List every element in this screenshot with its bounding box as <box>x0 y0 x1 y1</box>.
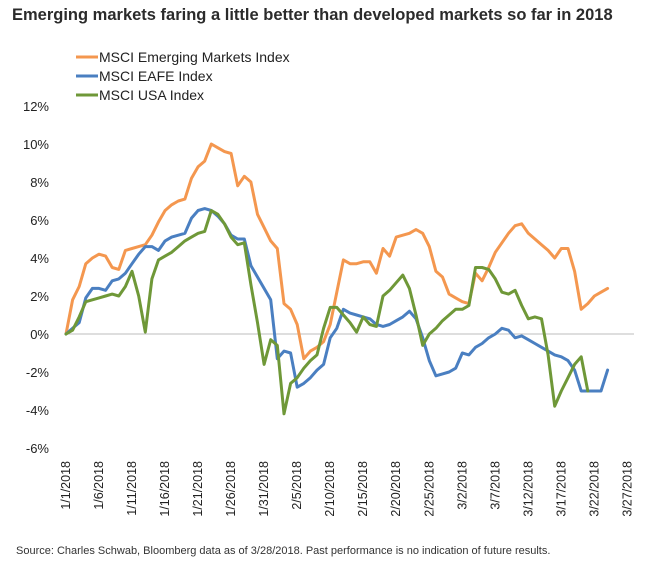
legend-label: MSCI Emerging Markets Index <box>99 49 290 65</box>
y-tick-label: -6% <box>26 441 50 456</box>
x-tick-label: 2/5/2018 <box>290 461 304 510</box>
x-tick-label: 3/27/2018 <box>620 461 634 517</box>
legend: MSCI Emerging Markets Index MSCI EAFE Ind… <box>76 49 290 103</box>
x-tick-label: 3/17/2018 <box>554 461 568 517</box>
source-note: Source: Charles Schwab, Bloomberg data a… <box>16 545 551 557</box>
y-tick-label: 2% <box>30 289 49 304</box>
x-tick-label: 1/6/2018 <box>92 461 106 510</box>
x-tick-label: 1/26/2018 <box>224 461 238 517</box>
x-tick-label: 1/11/2018 <box>125 461 139 516</box>
axes: -6% -4% -2% 0% 2% 4% 6% 8% 10% 12% 1/1/2018 1/6/201… <box>23 99 634 517</box>
x-tick-label: 2/20/2018 <box>389 461 403 517</box>
x-tick-label: 3/22/2018 <box>587 461 601 517</box>
x-tick-label: 1/21/2018 <box>191 461 205 517</box>
y-tick-label: -4% <box>26 403 50 418</box>
x-tick-label: 2/15/2018 <box>356 461 370 517</box>
x-tick-label: 3/2/2018 <box>455 461 469 510</box>
y-tick-label: 10% <box>23 137 49 152</box>
x-tick-label: 1/31/2018 <box>257 461 271 517</box>
x-tick-label: 2/10/2018 <box>323 461 337 517</box>
y-tick-label: -2% <box>26 365 50 380</box>
x-tick-label: 3/7/2018 <box>488 461 502 510</box>
series-line-2 <box>64 207 610 393</box>
series-line-3 <box>64 209 590 416</box>
x-tick-label: 2/25/2018 <box>422 461 436 517</box>
series-lines <box>64 142 610 416</box>
x-tick-label: 1/16/2018 <box>158 461 172 517</box>
y-tick-label: 6% <box>30 213 49 228</box>
y-tick-label: 12% <box>23 99 49 114</box>
legend-label: MSCI EAFE Index <box>99 68 213 84</box>
y-tick-label: 8% <box>30 175 49 190</box>
y-tick-label: 0% <box>30 327 49 342</box>
series-line-1 <box>64 142 610 361</box>
x-tick-label: 3/12/2018 <box>521 461 535 517</box>
legend-label: MSCI USA Index <box>99 87 204 103</box>
y-tick-label: 4% <box>30 251 49 266</box>
chart-title: Emerging markets faring a little better … <box>12 6 613 24</box>
x-tick-label: 1/1/2018 <box>59 461 73 510</box>
